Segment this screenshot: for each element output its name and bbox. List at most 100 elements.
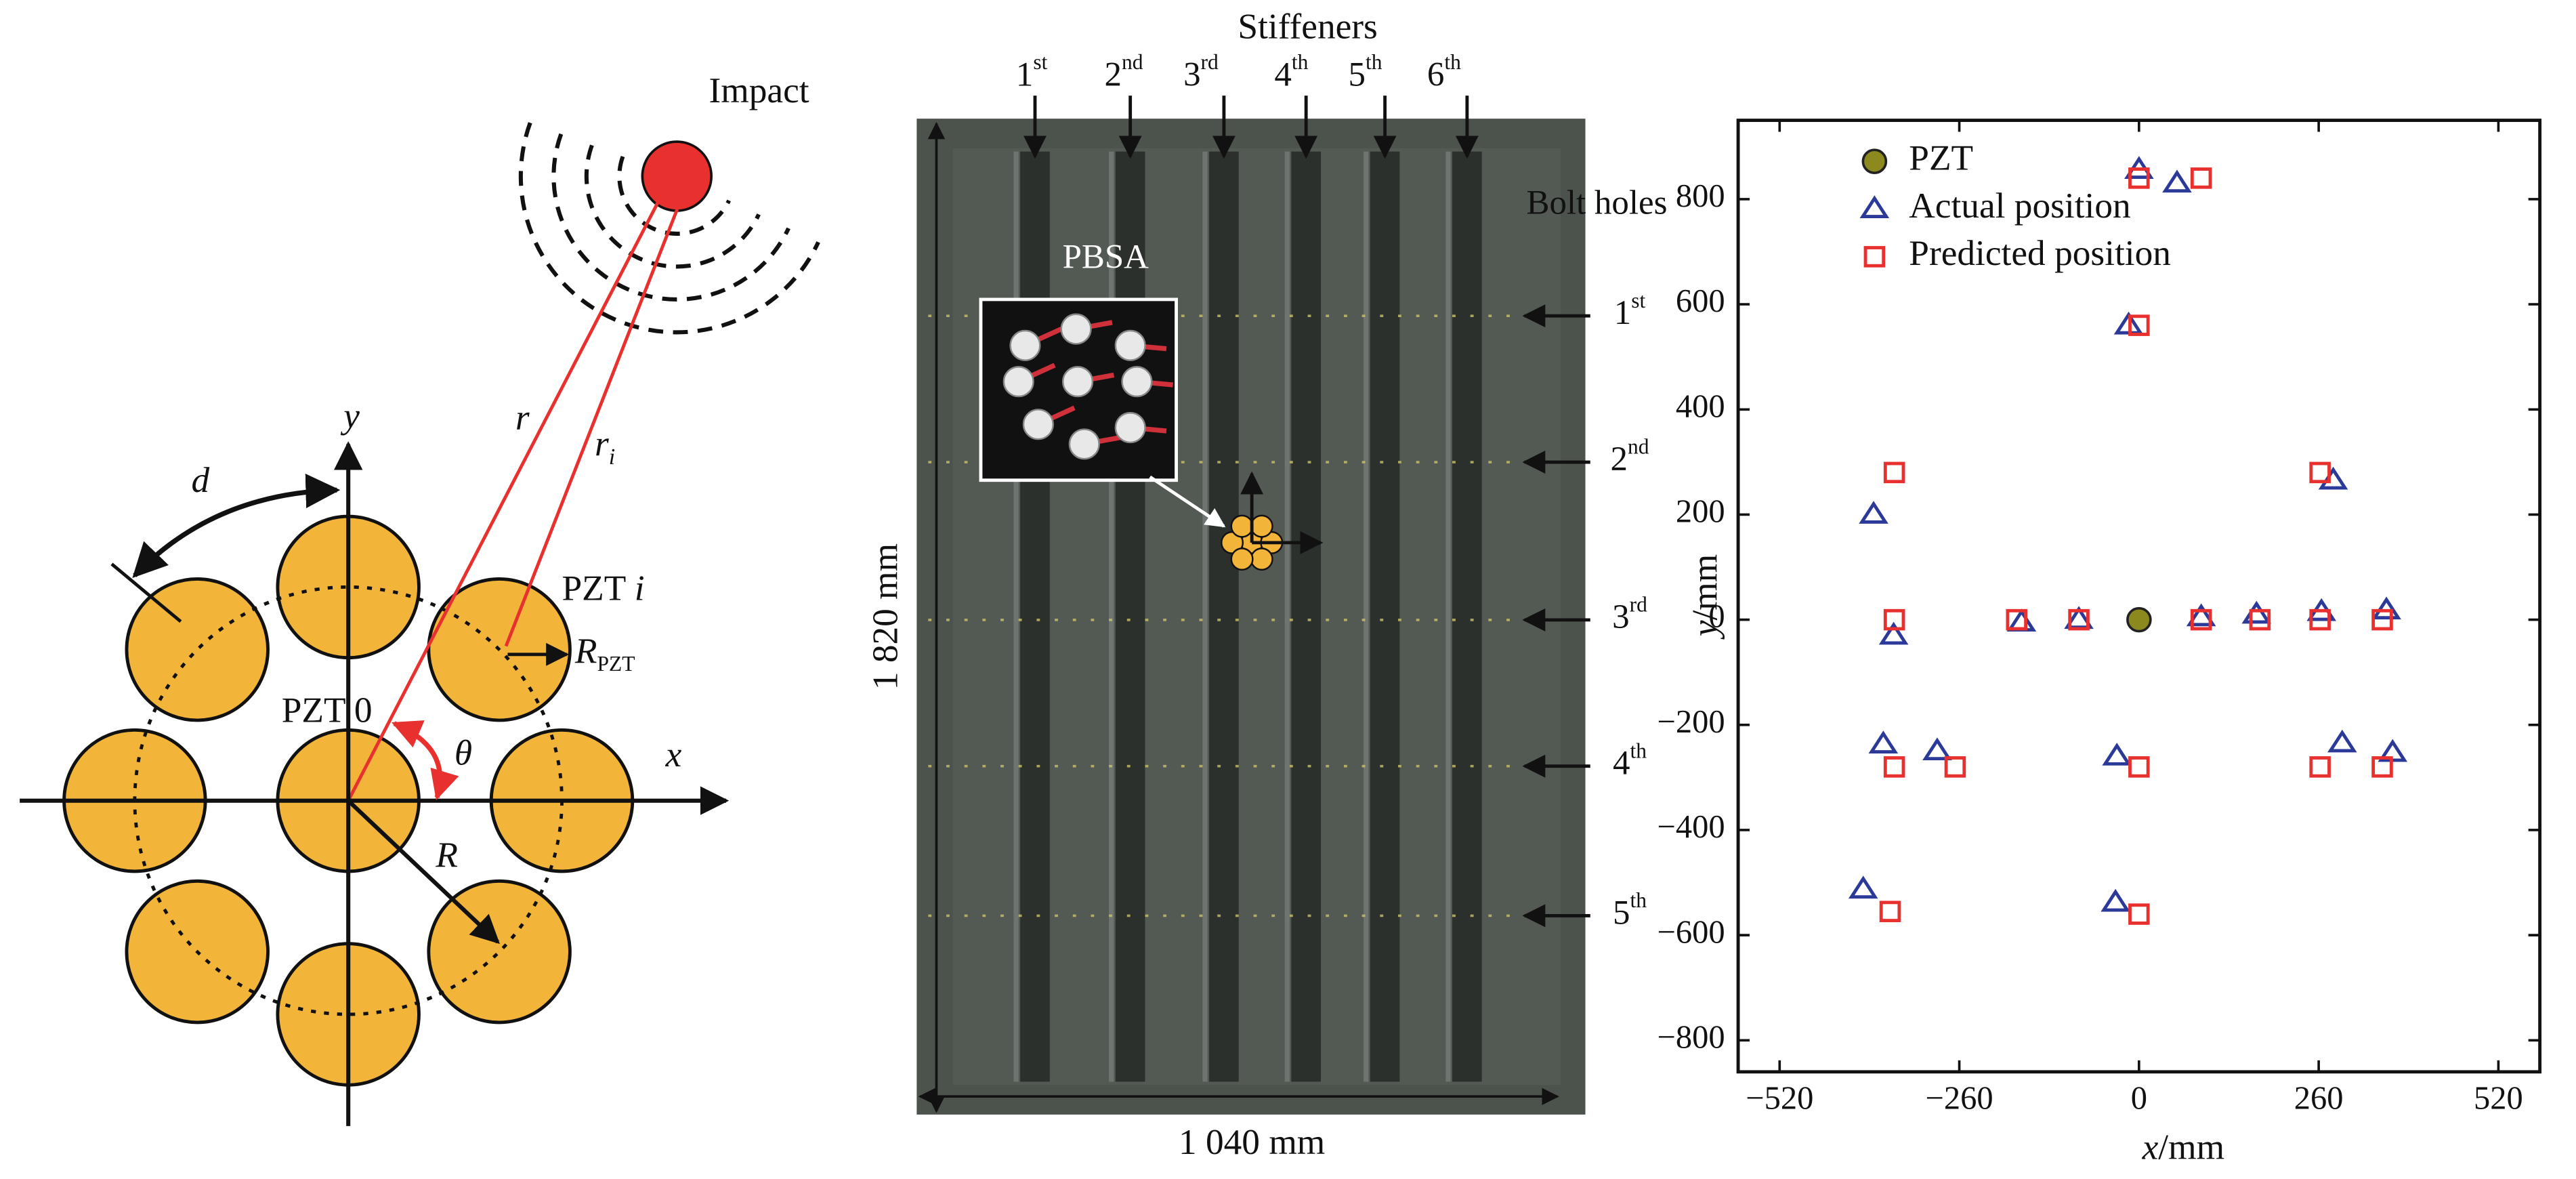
sensor [1114,329,1146,361]
actual-marker [2327,729,2357,753]
ordinal-number: 1 [1016,56,1033,94]
R-arrow [347,799,500,945]
pzt-0-label: PZT 0 [282,689,373,730]
ordinal-number: 3 [1612,598,1629,636]
predicted-marker [2128,903,2150,925]
bolt-hole-label: 1st [1614,289,1646,332]
bolt-hole-label: 3rd [1612,593,1647,636]
predicted-marker [2068,608,2090,631]
actual-marker [2241,600,2272,624]
sensor [1068,428,1100,460]
R-label: R [435,834,458,875]
predicted-marker [2190,167,2212,189]
wave-arc [617,155,731,236]
predicted-marker [2128,314,2150,336]
actual-marker [1878,621,1909,645]
ordinal-suffix: st [1631,289,1645,312]
legend-marker [1859,195,1890,218]
stiffener-strip [1209,151,1239,1082]
legend-label: Predicted position [1909,232,2171,273]
pzt-i-label: PZT i [562,568,644,608]
predicted-marker [2309,756,2331,778]
sensor [1002,366,1034,398]
actual-marker [2100,888,2130,912]
sensor [1009,329,1041,361]
cluster-pzt [1230,547,1254,571]
x-tick-label: −520 [1746,1081,1813,1117]
r-label: r [515,397,530,438]
x-label: x [665,734,682,774]
pbsa-sensors [1002,313,1174,460]
line-ri [504,196,683,647]
pzt-marker [2126,606,2152,633]
y-tick-label: −800 [1657,1019,1725,1055]
stiffener-strip [1370,151,1400,1082]
cluster-pzt [1250,514,1273,538]
ordinal-suffix: th [1292,50,1309,74]
wave-arc [584,144,761,269]
bolt-hole-label: 2nd [1610,435,1649,478]
sensor [1022,409,1054,440]
actual-marker [2186,603,2216,627]
stiffener-edge [1013,151,1019,1082]
ordinal-number: 5 [1349,56,1366,94]
legend-marker [1861,148,1888,174]
x-tick-label: 520 [2474,1081,2523,1117]
actual-marker [2371,596,2401,620]
wave-arc [518,122,820,335]
ordinal-number: 4 [1274,56,1291,94]
ordinal-number: 3 [1183,56,1200,94]
bolt-hole-label: 4th [1613,739,1647,783]
wave-arc [551,133,790,302]
predicted-marker [2128,167,2150,189]
predicted-marker [2249,608,2271,631]
cluster-pzt [1250,547,1273,571]
stiffener-label: 4th [1274,50,1308,94]
ordinal-number: 5 [1613,894,1630,932]
sensor [1060,313,1092,345]
y-tick-label: −400 [1657,809,1725,845]
line-r [347,196,662,802]
predicted-marker [2309,608,2331,631]
predicted-marker [2190,608,2212,631]
scatter-chart: x/mm y/mm −520 −260 0 260 520−800−600−400−20… [1657,119,2542,1167]
d-tick [110,562,182,623]
predicted-marker [2128,756,2150,778]
predicted-marker [2371,756,2393,778]
predicted-marker [1879,901,1901,922]
ordinal-suffix: th [1630,739,1647,763]
ri-label: ri [595,423,615,470]
stiffener-edge [1109,151,1114,1082]
ordinal-suffix: th [1366,50,1382,74]
stiffener-edge [1364,151,1369,1082]
predicted-marker [2006,608,2028,631]
pbsa-cluster [1221,514,1284,571]
ordinal-suffix: th [1444,50,1461,74]
actual-marker [2162,169,2192,193]
y-tick-label: 600 [1676,283,1725,319]
legend-label: Actual position [1909,185,2130,226]
height-label: 1 820 mm [864,543,905,690]
predicted-marker [2309,461,2331,484]
cluster-pzt [1230,514,1254,538]
stiffener-strip [1291,151,1322,1082]
stiffener-label: 2nd [1104,50,1143,94]
ordinal-suffix: nd [1628,435,1649,459]
stiffeners-title: Stiffeners [1238,5,1377,46]
stiffener-label: 6th [1427,50,1461,94]
ordinal-number: 4 [1613,744,1630,782]
stiffener-strip [1115,151,1145,1082]
bolt-holes-title: Bolt holes [1526,184,1667,222]
d-arrow [132,474,341,579]
plate-photo: Stiffeners Bolt holes PBSA 1 820 mm 1 04… [864,5,1667,1162]
sensor [1114,412,1146,444]
ordinal-suffix: st [1033,50,1047,74]
ordinal-suffix: nd [1122,50,1143,74]
actual-marker [2318,466,2348,490]
predicted-marker [1883,608,1905,631]
actual-marker [2102,743,2132,766]
impact-label: Impact [709,70,809,110]
